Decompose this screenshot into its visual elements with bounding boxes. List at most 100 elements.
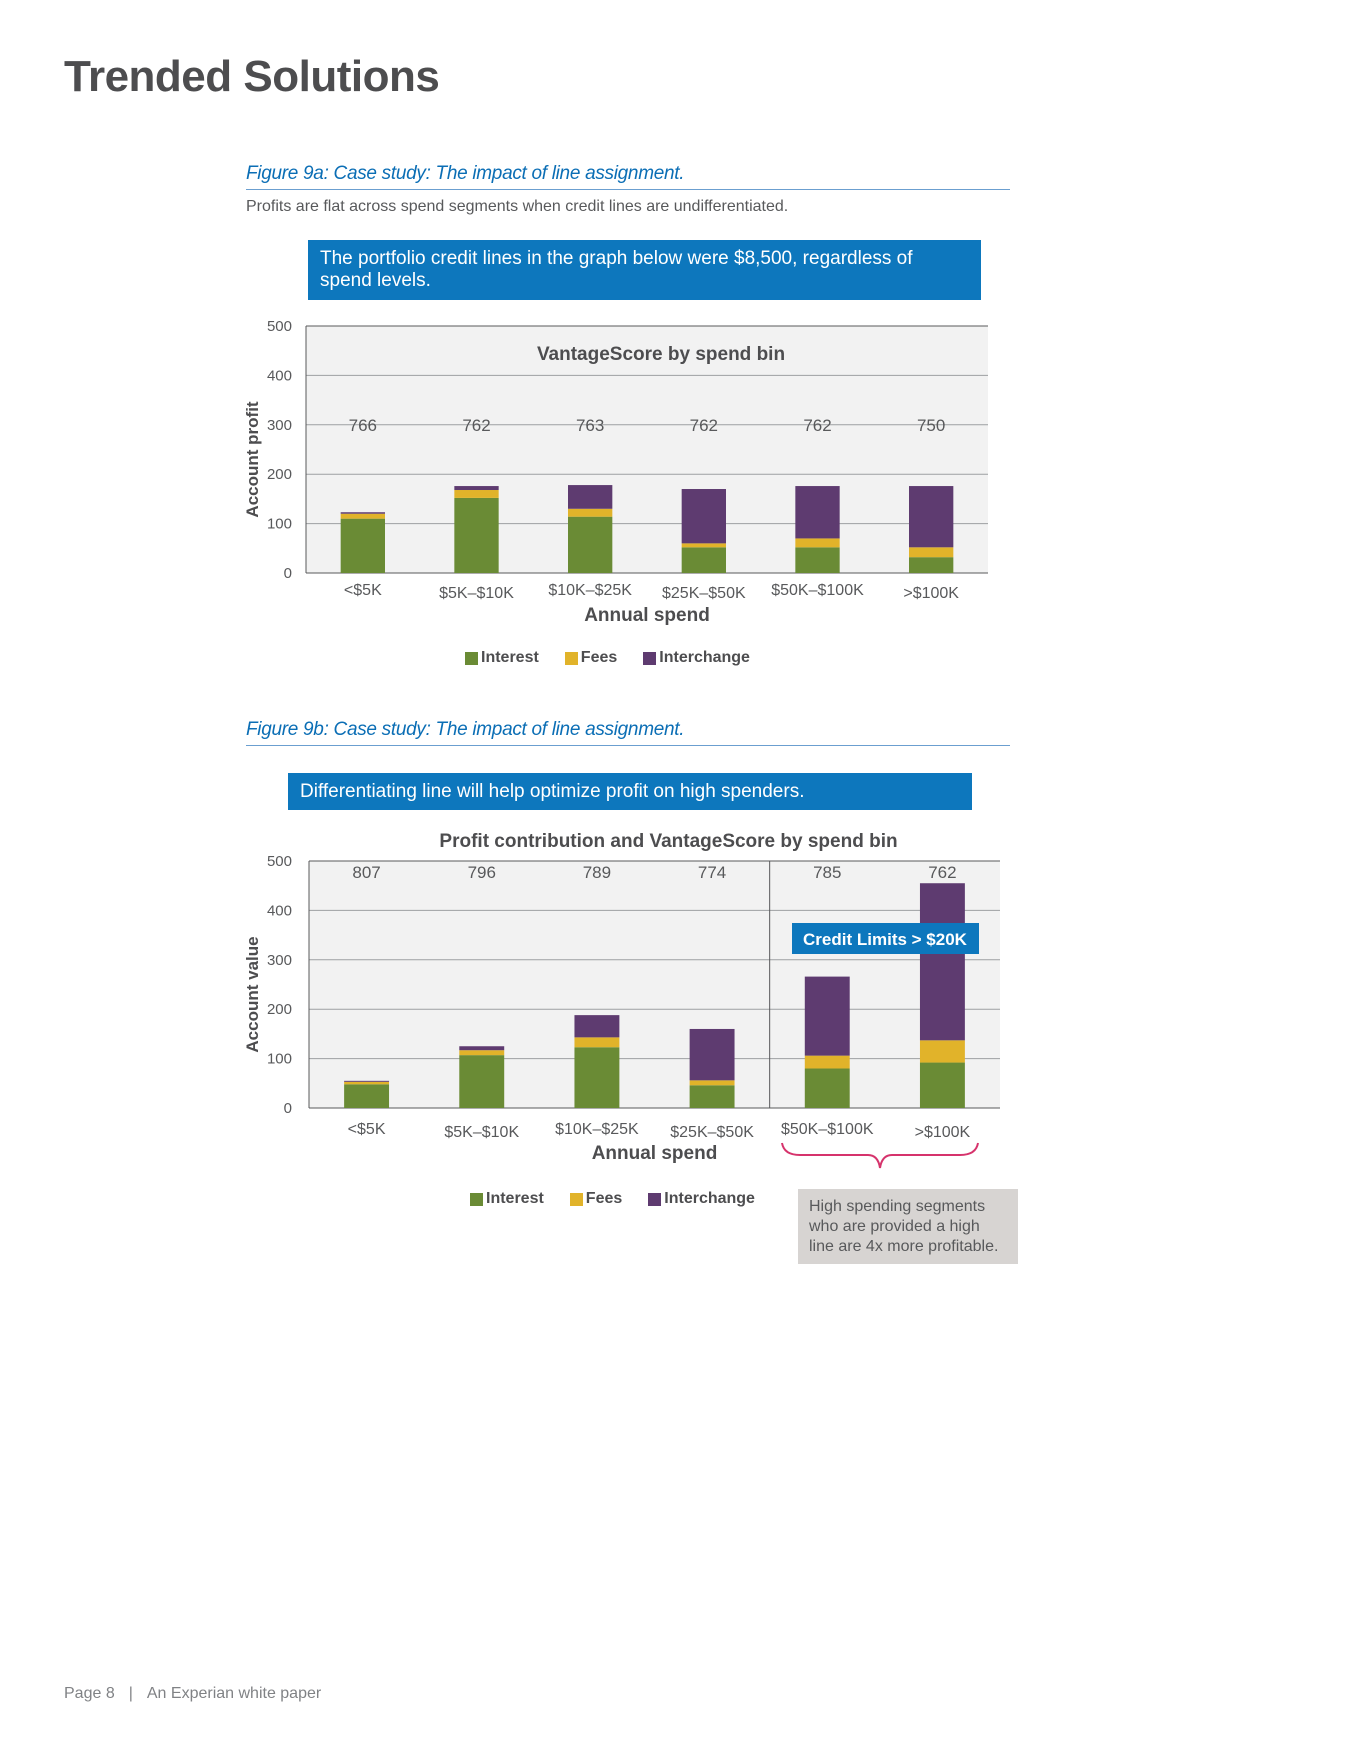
vantagescore-label: 762 (928, 863, 956, 882)
legend-fees-swatch (569, 1192, 583, 1206)
figure-9a-subtitle: Profits are flat across spend segments w… (246, 198, 789, 215)
bar-interest (919, 1062, 965, 1108)
legend-interchange-label: Interchange (659, 649, 750, 666)
x-tick-label: <$5K (344, 582, 382, 599)
credit-limit-badge-text: Credit Limits > $20K (803, 930, 968, 949)
y-tick-label: 0 (284, 565, 292, 582)
vantagescore-label: 762 (462, 416, 490, 435)
legend-interchange: Interchange (643, 649, 750, 667)
bar-fees (681, 543, 726, 548)
legend-interest: Interest (470, 1190, 544, 1208)
bar-interest (681, 547, 726, 573)
bar-interest (909, 557, 954, 573)
bar-fees (340, 513, 385, 519)
vantagescore-label: 789 (583, 863, 611, 882)
x-tick-label: $5K–$10K (439, 585, 514, 602)
bar-fees (919, 1040, 965, 1063)
chart-title: VantageScore by spend bin (537, 344, 785, 365)
x-axis-label: Annual spend (584, 605, 710, 626)
bar-fees (568, 508, 613, 517)
y-tick-label: 0 (284, 1100, 292, 1117)
plot-area (309, 861, 1000, 1108)
footer-page-number: Page 8 (64, 1685, 115, 1702)
bar-interchange (344, 1080, 390, 1082)
bar-fees (574, 1037, 620, 1048)
legend-interchange-swatch (648, 1192, 662, 1206)
bar-fees (689, 1080, 735, 1086)
vantagescore-label: 785 (813, 863, 841, 882)
x-tick-label: >$100K (915, 1124, 971, 1141)
figure-9a-title: Figure 9a: Case study: The impact of lin… (246, 163, 1010, 190)
x-tick-label: $50K–$100K (771, 582, 864, 599)
chart-9a-legend: Interest Fees Interchange (465, 649, 750, 667)
chart-title: Profit contribution and VantageScore by … (439, 831, 897, 852)
bar-fees (344, 1081, 390, 1085)
legend-fees: Fees (564, 649, 618, 667)
bar-interchange (454, 486, 499, 491)
legend-interest: Interest (465, 649, 539, 667)
page-title: Trended Solutions (64, 52, 440, 101)
bar-interest (568, 516, 613, 573)
legend-interest-swatch (465, 651, 478, 665)
y-tick-label: 400 (267, 367, 292, 384)
vantagescore-label: 750 (917, 416, 945, 435)
y-tick-label: 300 (267, 952, 292, 969)
x-tick-label: $10K–$25K (555, 1121, 639, 1138)
y-tick-label: 300 (267, 417, 292, 434)
chart-9b: 0 100 200 300 400 500 Profit contribution and … (243, 831, 1000, 1169)
vantagescore-label: 766 (349, 416, 377, 435)
chart-9b-legend: Interest Fees Interchange (470, 1190, 755, 1208)
x-tick-label: $25K–$50K (662, 585, 746, 602)
legend-interest-label: Interest (486, 1190, 544, 1207)
legend-fees-label: Fees (580, 649, 618, 666)
bar-fees (804, 1055, 850, 1069)
bar-interest (689, 1085, 735, 1108)
footer-publication: An Experian white paper (146, 1685, 322, 1702)
bar-interest (804, 1068, 850, 1108)
bar-interest (340, 518, 385, 573)
y-tick-label: 500 (267, 318, 292, 335)
bar-fees (909, 547, 954, 558)
vantagescore-label: 774 (698, 863, 726, 882)
x-tick-label: $50K–$100K (781, 1121, 874, 1138)
credit-limit-badge (792, 923, 979, 954)
high-spender-note: High spending segments who are provided … (798, 1189, 1018, 1264)
bar-interchange (459, 1046, 505, 1051)
bar-interchange (568, 485, 613, 509)
legend-interest-swatch (470, 1192, 483, 1206)
legend-interchange-swatch (643, 651, 657, 665)
bar-interchange (574, 1015, 620, 1038)
bar-interchange (909, 486, 954, 548)
figure-9b-title: Figure 9b: Case study: The impact of lin… (246, 719, 1010, 746)
x-tick-label: $25K–$50K (670, 1124, 754, 1141)
bar-fees (459, 1050, 505, 1056)
vantagescore-label: 762 (690, 416, 718, 435)
y-tick-label: 100 (267, 1051, 292, 1068)
vantagescore-label: 763 (576, 416, 604, 435)
vantagescore-label: 796 (468, 863, 496, 882)
bar-fees (795, 538, 840, 548)
high-spender-brace (781, 1142, 979, 1169)
legend-interest-label: Interest (481, 649, 539, 666)
page-footer: Page 8 | An Experian white paper (64, 1685, 321, 1703)
legend-fees-label: Fees (585, 1190, 623, 1207)
figure-9a-callout: The portfolio credit lines in the graph … (308, 240, 981, 300)
x-tick-label: >$100K (903, 585, 959, 602)
x-tick-label: $5K–$10K (444, 1124, 519, 1141)
vantagescore-label: 807 (352, 863, 380, 882)
bar-interest (795, 547, 840, 573)
bar-interest (454, 497, 499, 573)
figure-9b-callout: Differentiating line will help optimize … (288, 773, 972, 810)
x-tick-label: <$5K (348, 1121, 386, 1138)
legend-fees: Fees (569, 1190, 623, 1208)
y-axis-label: Account profit (243, 401, 262, 517)
y-tick-label: 100 (267, 516, 292, 533)
bar-interest (344, 1084, 390, 1108)
y-tick-label: 500 (267, 853, 292, 870)
y-axis-label: Account value (243, 936, 262, 1052)
bar-fees (454, 490, 499, 498)
vantagescore-label: 762 (803, 416, 831, 435)
y-tick-label: 400 (267, 902, 292, 919)
legend-interchange: Interchange (648, 1190, 755, 1208)
bar-interest (574, 1047, 620, 1108)
